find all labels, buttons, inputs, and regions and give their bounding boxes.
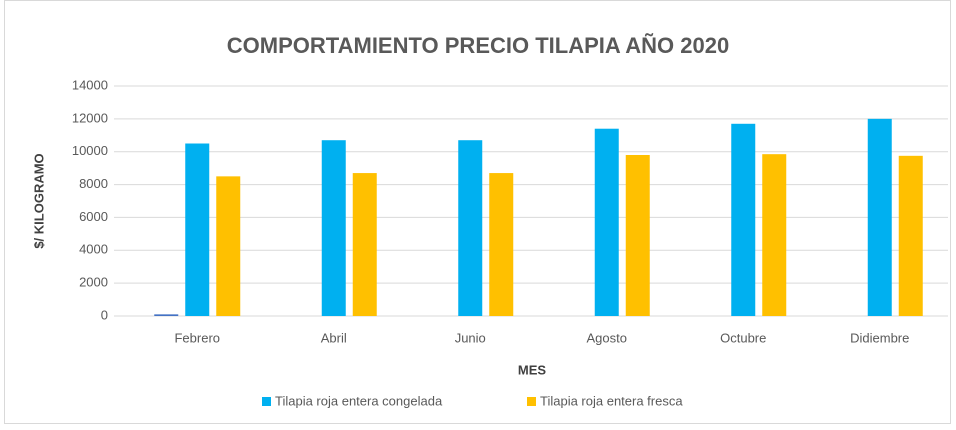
y-axis-title: $/ KILOGRAMO xyxy=(31,153,46,248)
x-tick-label: Agosto xyxy=(587,330,627,345)
chart-title: COMPORTAMIENTO PRECIO TILAPIA AÑO 2020 xyxy=(227,33,729,58)
bar xyxy=(352,173,377,316)
x-axis-title: MES xyxy=(518,362,547,377)
bar xyxy=(867,118,892,316)
bar xyxy=(594,128,619,316)
bar xyxy=(458,140,483,316)
y-tick-label: 2000 xyxy=(79,275,108,290)
x-tick-label: Didiembre xyxy=(850,330,909,345)
legend-swatch xyxy=(527,397,536,406)
x-tick-label: Febrero xyxy=(174,330,220,345)
x-tick-label: Junio xyxy=(455,330,486,345)
y-tick-label: 6000 xyxy=(79,209,108,224)
bar xyxy=(898,155,923,316)
bar xyxy=(154,314,179,316)
bar xyxy=(625,155,650,316)
bar xyxy=(216,176,241,316)
bar xyxy=(321,140,346,316)
bar xyxy=(489,173,514,316)
legend-label: Tilapia roja entera congelada xyxy=(275,393,443,408)
y-tick-label: 12000 xyxy=(72,110,108,125)
y-tick-label: 0 xyxy=(101,307,108,322)
legend-swatch xyxy=(262,397,271,406)
x-tick-label: Abril xyxy=(321,330,347,345)
bar xyxy=(762,154,787,316)
bar xyxy=(731,123,756,317)
bar xyxy=(185,143,210,316)
y-tick-label: 10000 xyxy=(72,143,108,158)
x-tick-label: Octubre xyxy=(720,330,766,345)
y-tick-label: 8000 xyxy=(79,176,108,191)
legend-label: Tilapia roja entera fresca xyxy=(540,393,683,408)
y-tick-label: 14000 xyxy=(72,77,108,92)
y-tick-label: 4000 xyxy=(79,242,108,257)
